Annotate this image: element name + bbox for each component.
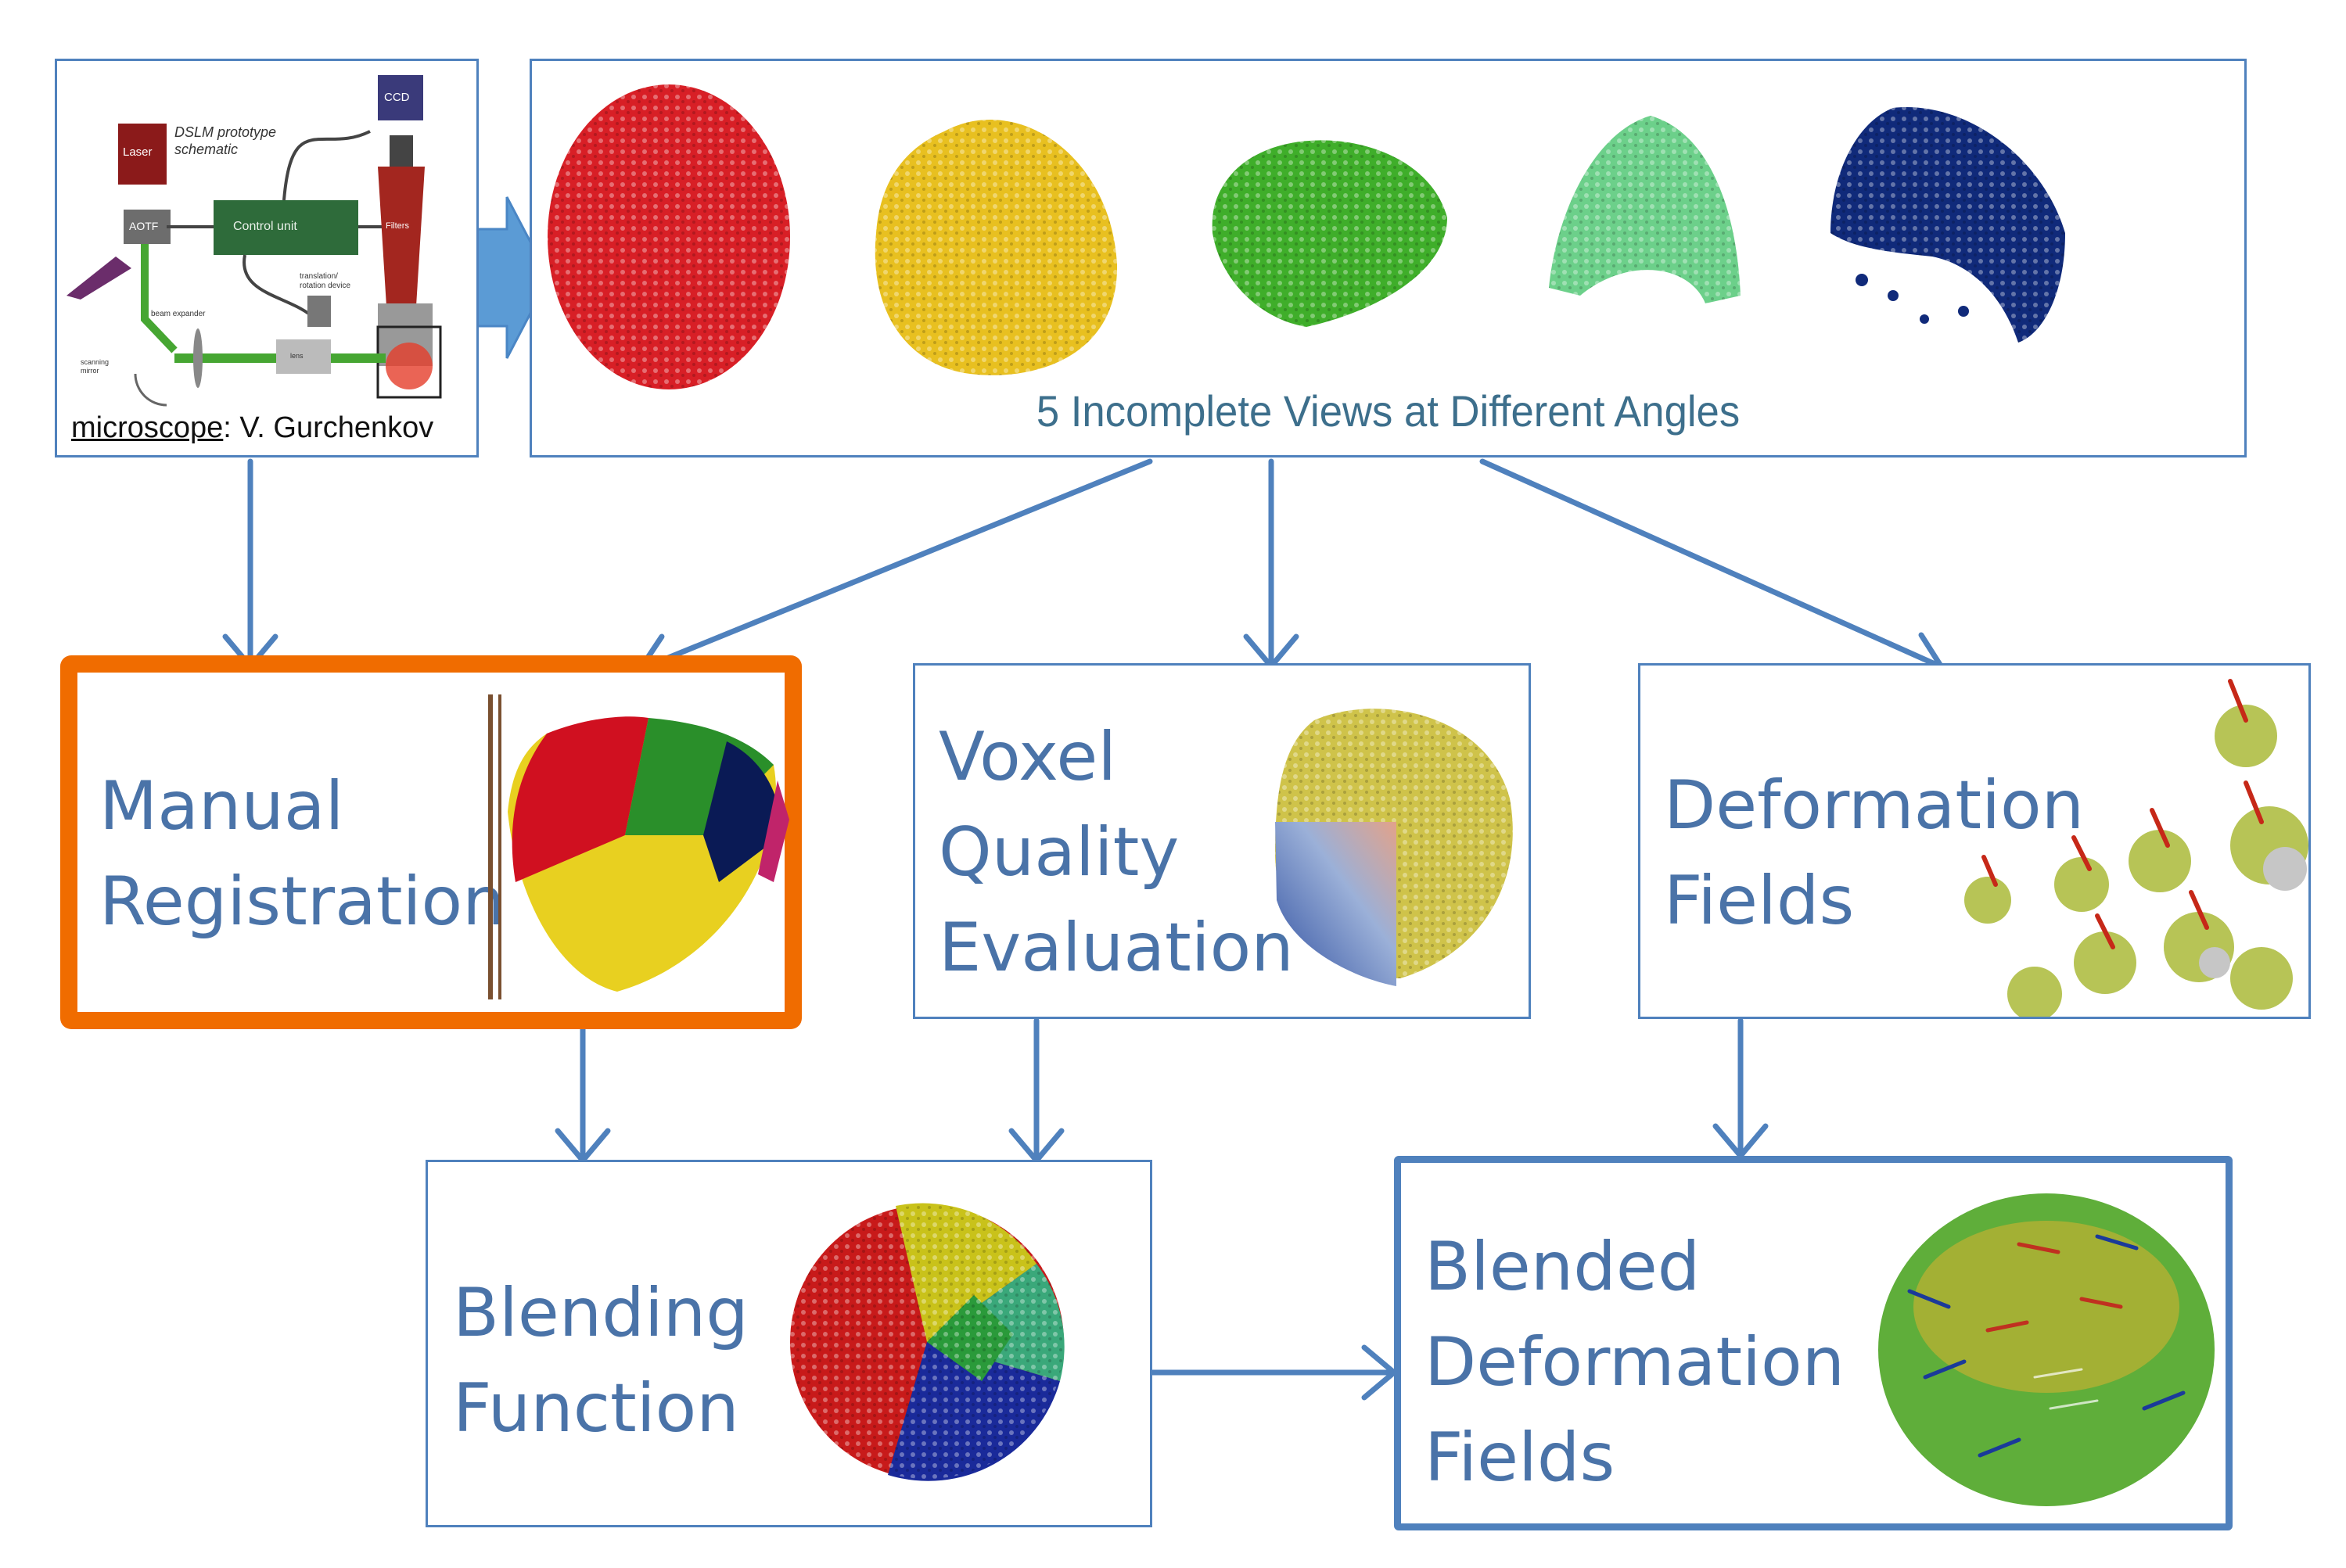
- lens-label: lens: [290, 352, 304, 360]
- deformation-fields-label: Deformation Fields: [1664, 766, 2085, 940]
- blending-blob: [790, 1203, 1065, 1481]
- filters-label: Filters: [386, 221, 409, 231]
- manual-registration-node[interactable]: Manual Registration: [60, 655, 802, 1029]
- arrow-voxel-quality-to-blending: [1008, 1017, 1065, 1164]
- aotf-label: AOTF: [129, 220, 159, 232]
- voxel-quality-node[interactable]: Voxel Quality Evaluation: [913, 663, 1531, 1019]
- view-3-green: [1212, 140, 1447, 327]
- arrow-views-to-voxel-quality: [1243, 458, 1299, 669]
- laser-label: Laser: [123, 145, 153, 159]
- blended-deformation-label: Blended Deformation Fields: [1424, 1228, 1845, 1497]
- translation-label: translation/ rotation device: [300, 272, 351, 290]
- views-panel: 5 Incomplete Views at Different Angles: [530, 59, 2247, 457]
- manual-registration-label: Manual Registration: [99, 767, 505, 941]
- ccd-label: CCD: [384, 91, 410, 104]
- credit-name: : V. Gurchenkov: [223, 411, 434, 444]
- blending-function-label: Blending Function: [453, 1274, 749, 1448]
- arrow-views-to-deformation: [1479, 458, 1945, 671]
- deformation-fields-node[interactable]: Deformation Fields: [1638, 663, 2311, 1019]
- microscope-schematic: [66, 75, 442, 407]
- arrow-blending-to-blended: [1149, 1344, 1397, 1401]
- view-2-yellow: [875, 120, 1118, 375]
- views-blobs: [548, 84, 2065, 389]
- arrow-registration-to-blending: [555, 1017, 611, 1164]
- arrow-microscope-to-registration: [222, 458, 278, 669]
- microscope-credit: microscope: V. Gurchenkov: [71, 411, 433, 445]
- views-caption: 5 Incomplete Views at Different Angles: [1036, 386, 1741, 436]
- view-4-light-green: [1549, 116, 1741, 303]
- registration-blob: [488, 694, 789, 999]
- control-unit-label: Control unit: [233, 220, 297, 233]
- beam-expander-label: beam expander: [151, 310, 206, 318]
- blended-field-blob: [1878, 1193, 2215, 1506]
- voxel-quality-blob: [1275, 709, 1513, 986]
- voxel-quality-label: Voxel Quality Evaluation: [939, 718, 1294, 987]
- scanning-mirror-label: scanning mirror: [81, 358, 110, 375]
- blended-deformation-node[interactable]: Blended Deformation Fields: [1394, 1156, 2233, 1530]
- arrow-deformation-to-blended: [1712, 1017, 1769, 1159]
- microscope-panel: DSLM prototype schematic Laser CCD Contr…: [55, 59, 479, 457]
- blending-function-node[interactable]: Blending Function: [426, 1160, 1152, 1527]
- deformation-arrows-glyphs: [1964, 679, 2308, 1017]
- credit-prefix: microscope: [71, 411, 224, 444]
- schematic-title: DSLM prototype schematic: [174, 124, 277, 157]
- view-1-red: [548, 84, 790, 389]
- view-5-dark-blue: [1830, 107, 2065, 343]
- arrow-views-to-registration: [637, 458, 1153, 677]
